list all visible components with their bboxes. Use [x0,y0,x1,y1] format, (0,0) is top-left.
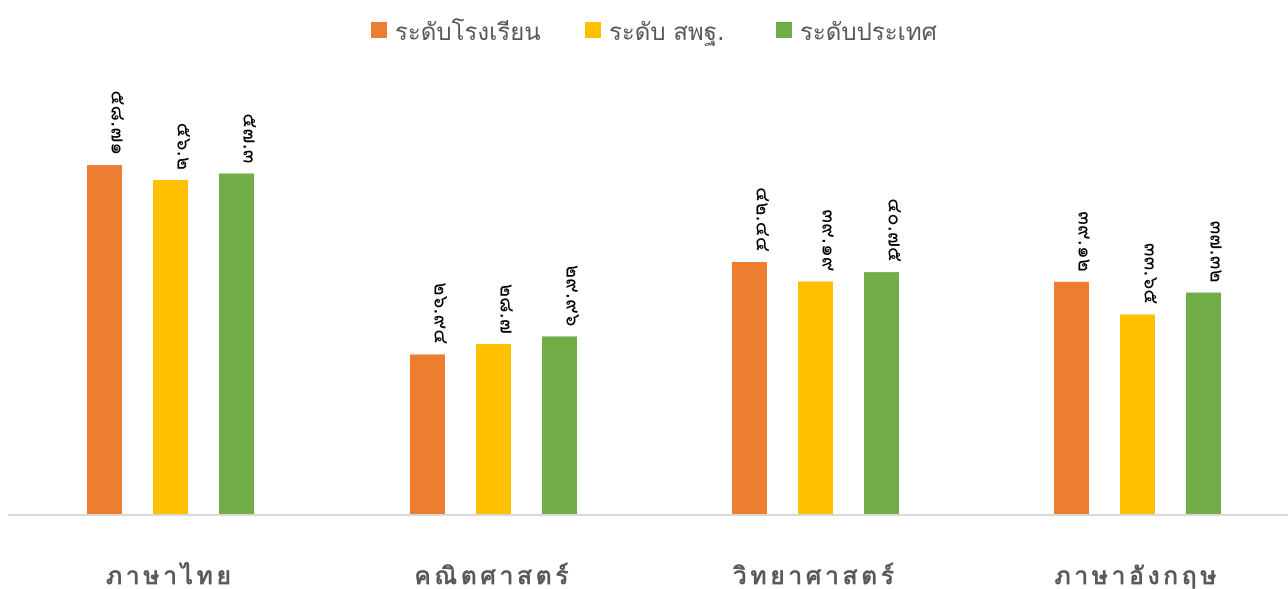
bar-2-2 [476,343,511,515]
category-label-3: วิทยาศาสตร์ [733,562,898,589]
data-label-3-1: ๔๒.๔๔ [752,187,776,252]
bar-1-2 [153,180,188,515]
category-labels: ภาษาไทย คณิตศาสตร์ วิทยาศาสตร์ ภาษาอังกฤษ [106,561,1221,589]
bar-2-3 [542,336,577,515]
data-label-4-1: ๓๙.๑๒ [1074,211,1098,272]
data-label-2-3: ๒๙.๙๖ [562,265,586,327]
bar-3-2 [798,281,833,515]
data-label-1-2: ๕๖.๒ [173,123,197,170]
legend: ระดับโรงเรียน ระดับ สพฐ. ระดับประเทศ [371,18,937,46]
legend-label-3: ระดับประเทศ [800,18,937,46]
data-label-3-3: ๔๐.๗๕ [884,198,908,262]
legend-label-2: ระดับ สพฐ. [609,18,725,46]
category-label-1: ภาษาไทย [106,561,235,589]
legend-swatch-3 [776,22,792,38]
bar-2-1 [410,354,445,515]
data-label-4-3: ๓๗.๓๒ [1206,221,1230,283]
data-label-3-2: ๓๙.๑๙ [818,209,842,271]
bar-4-1 [1054,281,1089,515]
legend-label-1: ระดับโรงเรียน [395,18,541,46]
bar-3-3 [864,272,899,515]
bar-1-1 [87,165,122,516]
legend-swatch-2 [585,22,601,38]
data-label-4-2: ๓๓.๖๕ [1140,243,1164,305]
bar-4-3 [1186,292,1221,515]
data-label-1-1: ๕๘.๗๑ [107,90,131,155]
legend-swatch-1 [371,22,387,38]
bars [87,165,1221,516]
category-label-4: ภาษาอังกฤษ [1055,562,1221,589]
bar-3-1 [732,262,767,515]
data-labels: ๕๘.๗๑๕๖.๒ ๕๗.๓๒๖.๙๔ ๒๘.๗ ๒๙.๙๖ ๔๒.๔๔ ๓๙.๑๙ ๔๐.… [107,90,1230,344]
category-label-2: คณิตศาสตร์ [415,562,573,589]
bar-4-2 [1120,314,1155,515]
bar-1-3 [219,173,254,515]
data-label-2-1: ๒๖.๙๔ [430,282,454,344]
data-label-1-3: ๕๗.๓ [239,113,263,163]
data-label-2-2: ๒๘.๗ [496,284,520,334]
